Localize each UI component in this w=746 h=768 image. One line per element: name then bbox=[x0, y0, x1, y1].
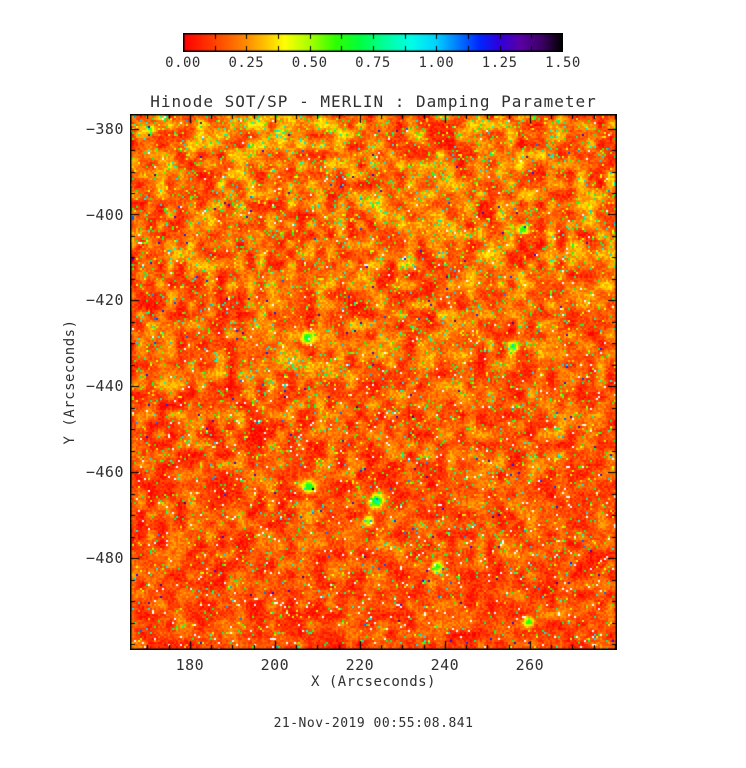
colorbar-tick-label: 0.25 bbox=[228, 55, 265, 71]
colorbar-tick-label: 0.75 bbox=[355, 55, 391, 71]
plot-title: Hinode SOT/SP - MERLIN : Damping Paramet… bbox=[150, 92, 597, 111]
colorbar-gradient bbox=[183, 33, 563, 52]
x-tick-label: 260 bbox=[515, 656, 545, 674]
colorbar-tick-label: 1.25 bbox=[481, 55, 518, 71]
colorbar-tick-label: 1.00 bbox=[418, 55, 455, 71]
y-tick-label: −460 bbox=[85, 463, 124, 482]
y-tick-label: −420 bbox=[85, 291, 124, 310]
y-tick-label: −400 bbox=[85, 205, 124, 224]
colorbar-tick-label: 0.50 bbox=[291, 55, 328, 71]
timestamp: 21-Nov-2019 00:55:08.841 bbox=[273, 716, 474, 731]
colorbar-tick-label: 1.50 bbox=[545, 55, 581, 71]
y-tick-label: −440 bbox=[85, 377, 124, 396]
heatmap-canvas bbox=[130, 114, 617, 650]
y-axis-tick-labels: −380 −400 −420 −440 −460 −480 bbox=[58, 114, 124, 650]
colorbar-tick-label: 0.00 bbox=[165, 55, 201, 71]
colorbar bbox=[183, 33, 563, 52]
y-tick-label: −380 bbox=[85, 119, 124, 138]
y-tick-label: −480 bbox=[85, 549, 124, 568]
x-axis-title: X (Arcseconds) bbox=[310, 674, 436, 690]
x-tick-label: 200 bbox=[260, 656, 290, 674]
x-axis-tick-labels: 180 200 220 240 260 bbox=[130, 656, 617, 674]
colorbar-tick-labels: 0.00 0.25 0.50 0.75 1.00 1.25 1.50 bbox=[165, 55, 580, 71]
x-tick-label: 220 bbox=[345, 656, 375, 674]
y-axis-title: Y (Arcseconds) bbox=[62, 319, 78, 445]
x-tick-label: 180 bbox=[175, 656, 205, 674]
x-tick-label: 240 bbox=[430, 656, 460, 674]
heatmap-plot bbox=[130, 114, 617, 650]
